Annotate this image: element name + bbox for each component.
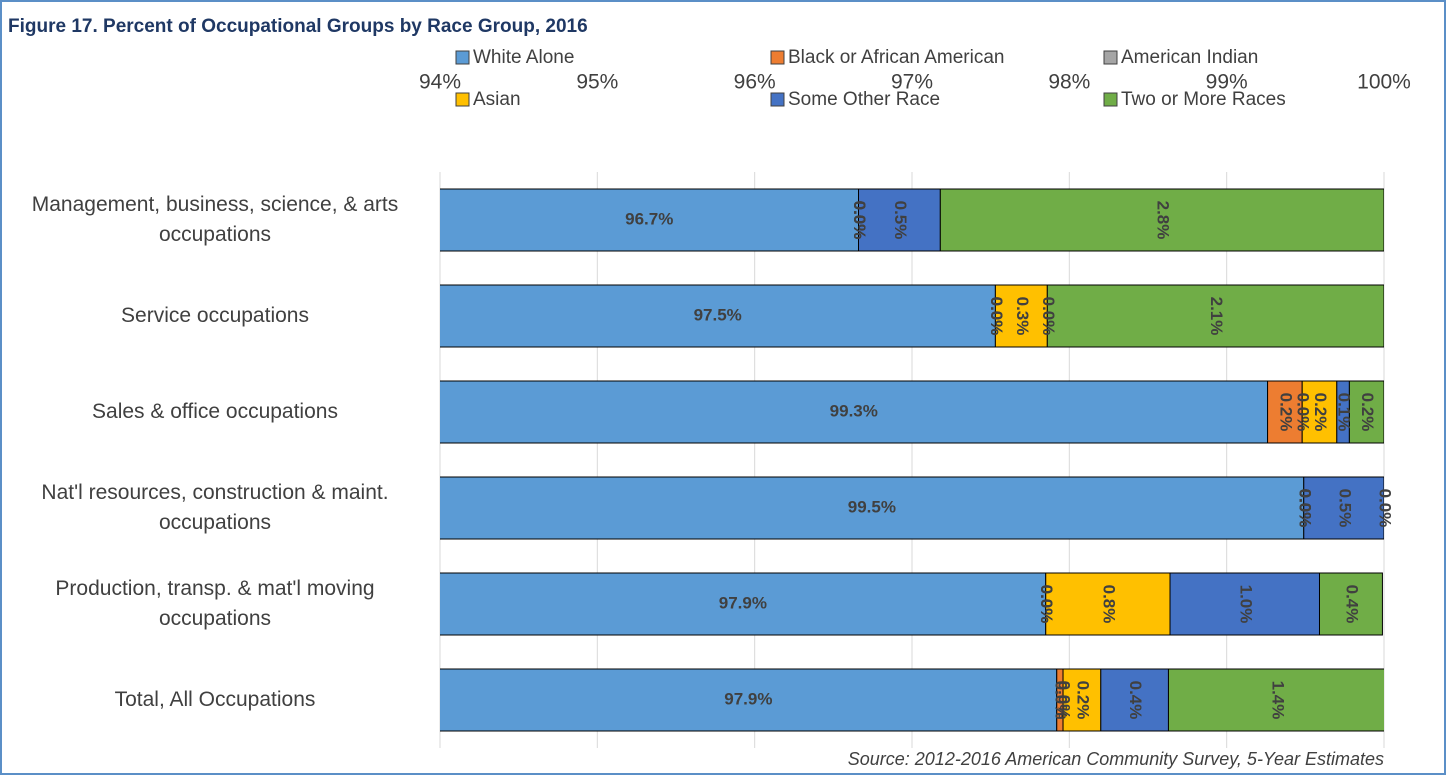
legend-label: White Alone [473,47,574,68]
data-label: 0.5% [1335,489,1354,528]
x-tick-label: 95% [576,71,618,94]
data-label: 0.2% [1276,393,1295,432]
legend-label: Asian [473,89,521,110]
data-label: 97.9% [724,689,772,708]
data-label: 0.4% [1342,585,1361,624]
legend-label: Some Other Race [788,89,940,110]
x-tick-label: 94% [419,71,461,94]
data-label: 0.0% [1055,681,1074,720]
data-label: 97.5% [694,305,742,324]
legend-swatch [1103,92,1118,107]
legend-label: American Indian [1121,47,1258,68]
data-label: 0.0% [1376,489,1395,528]
data-label: 0.0% [850,201,869,240]
legend-swatch [1103,50,1118,65]
data-label: 0.0% [1295,489,1314,528]
bar-segment [1348,380,1384,444]
legend-label: Black or African American [788,47,1004,68]
data-label: 97.9% [719,593,767,612]
x-tick-label: 98% [1048,71,1090,94]
source-note: Source: 2012-2016 American Community Sur… [848,749,1384,769]
y-tick-label: Management, business, science, & arts oc… [31,193,399,246]
data-label: 0.0% [1039,297,1058,336]
data-label: 99.3% [830,401,878,420]
bar-segment [440,572,1047,636]
y-tick-label: Production, transp. & mat'l moving occup… [55,577,375,630]
data-label: 2.8% [1154,201,1173,240]
bar-segment [1167,668,1384,732]
data-label: 0.1% [1335,393,1354,432]
bar-segment [1100,668,1169,732]
data-label: 0.0% [1295,489,1314,528]
x-tick-label: 99% [1206,71,1248,94]
data-label: 1.4% [1269,681,1288,720]
data-label: 96.7% [625,209,673,228]
bar-segment [858,188,941,252]
bar-segment [1046,284,1384,348]
data-label: 0.0% [1051,681,1070,720]
data-label: 0.0% [1037,585,1056,624]
x-tick-label: 100% [1357,71,1411,94]
data-label: 0.0% [1295,489,1314,528]
bar-segment [1045,572,1171,636]
data-label: 0.0% [1037,585,1056,624]
bar-segment [1267,380,1303,444]
data-label: 0.2% [1073,681,1092,720]
bar-segment [440,188,860,252]
data-label: 0.0% [1294,393,1313,432]
legend-swatch [455,50,470,65]
legend-label: Two or More Races [1121,89,1286,110]
y-tick-label: Sales & office occupations [92,400,338,423]
x-tick-label: 96% [734,71,776,94]
bar-segment [440,380,1269,444]
data-label: 0.4% [1126,681,1145,720]
bar-segment [994,284,1048,348]
y-tick-label: Nat'l resources, construction & maint. o… [41,481,389,534]
data-label: 0.0% [850,201,869,240]
chart-title: Figure 17. Percent of Occupational Group… [8,16,588,37]
bar-segment [1062,668,1102,732]
bar-segment [939,188,1384,252]
data-label: 0.0% [987,297,1006,336]
data-label: 0.0% [850,201,869,240]
data-label: 0.8% [1099,585,1118,624]
data-label: 0.5% [891,201,910,240]
data-label: 2.1% [1207,297,1226,336]
data-label: 0.0% [987,297,1006,336]
bar-segment [1169,572,1320,636]
legend-swatch [455,92,470,107]
y-tick-label: Service occupations [121,304,309,327]
bar-segment [1303,476,1384,540]
bar-segment [1318,572,1383,636]
data-label: 0.3% [1013,297,1032,336]
bar-segment [440,476,1305,540]
x-tick-label: 97% [891,71,933,94]
data-label: 99.5% [848,497,896,516]
y-tick-label: Total, All Occupations [114,688,316,711]
legend-swatch [770,50,785,65]
legend-swatch [770,92,785,107]
data-label: 0.2% [1358,393,1377,432]
plot-area [440,188,1384,732]
data-label: 1.0% [1236,585,1255,624]
data-label: 0.2% [1311,393,1330,432]
